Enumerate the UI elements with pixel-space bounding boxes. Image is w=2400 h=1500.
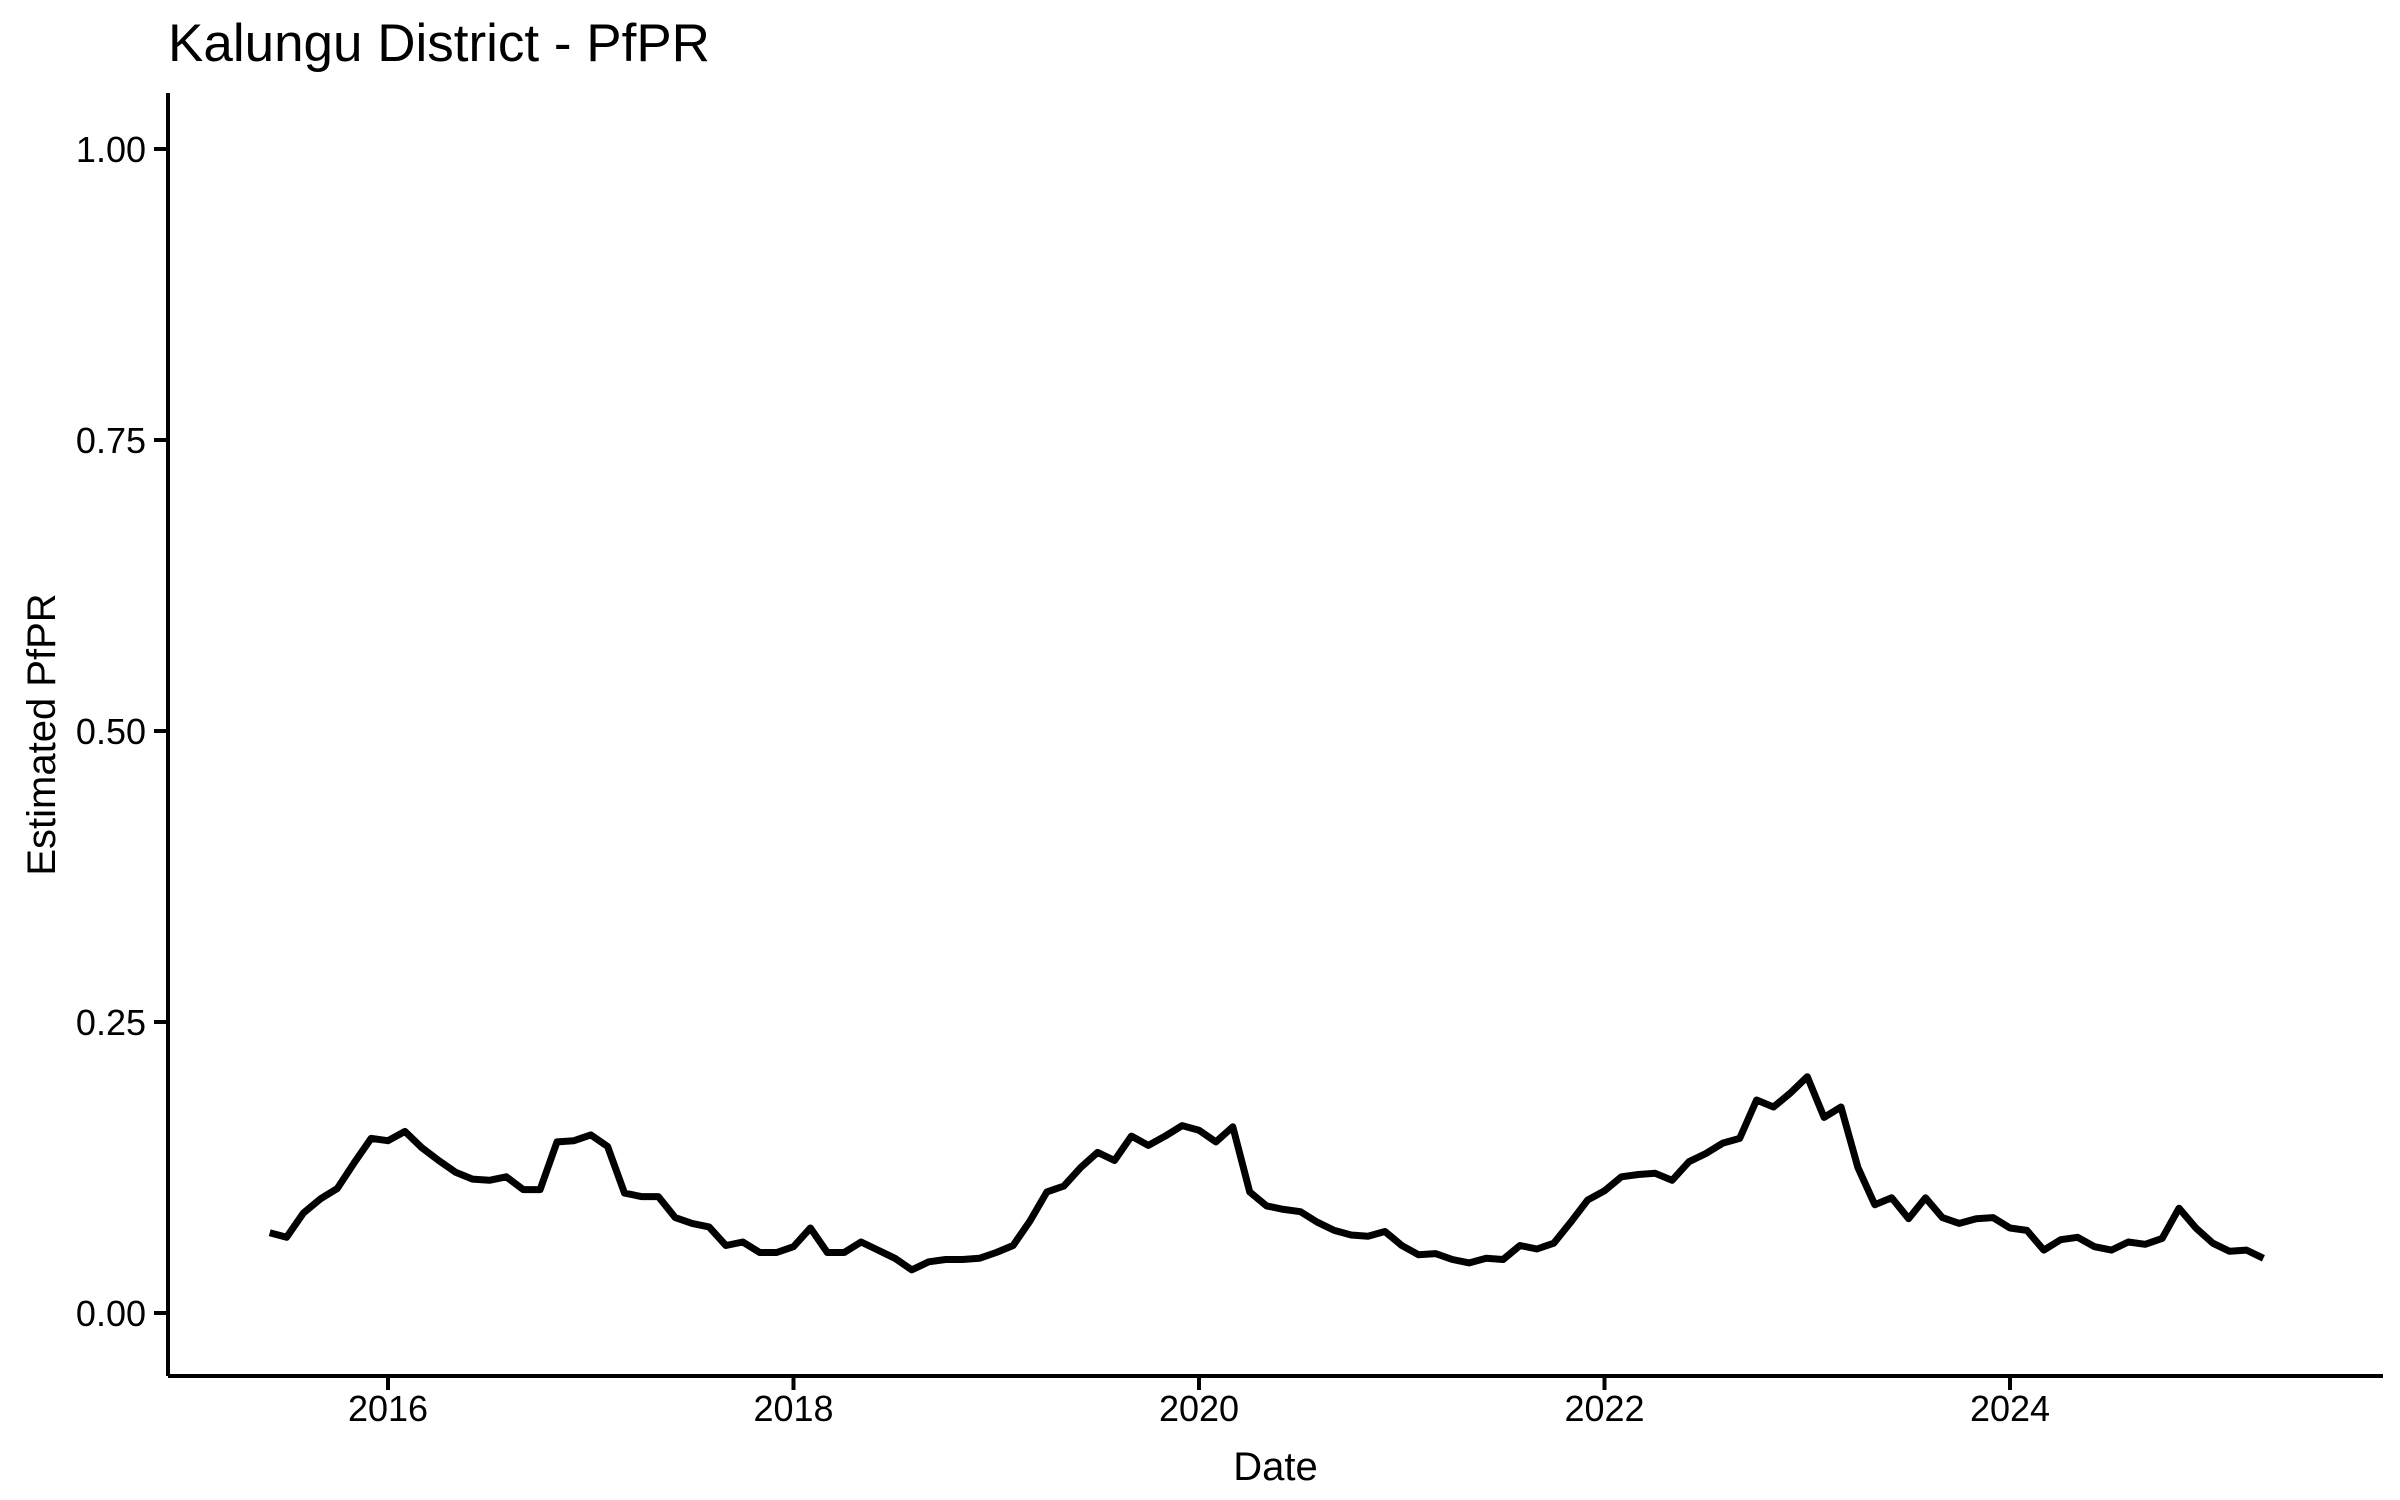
x-tick-label: 2024 — [1970, 1388, 2050, 1429]
x-tick-label: 2016 — [348, 1388, 428, 1429]
y-tick-label: 1.00 — [76, 129, 146, 170]
x-tick-label: 2022 — [1564, 1388, 1644, 1429]
y-tick-label: 0.00 — [76, 1293, 146, 1334]
pfpr-line-series — [268, 1073, 2265, 1274]
x-tick-label: 2018 — [753, 1388, 833, 1429]
chart-title: Kalungu District - PfPR — [168, 14, 710, 73]
y-axis-title: Estimated PfPR — [20, 593, 64, 875]
y-tick-label: 0.25 — [76, 1002, 146, 1043]
y-tick-label: 0.75 — [76, 420, 146, 461]
x-tick-label: 2020 — [1159, 1388, 1239, 1429]
x-axis-title: Date — [1233, 1445, 1318, 1489]
y-tick-label: 0.50 — [76, 711, 146, 752]
